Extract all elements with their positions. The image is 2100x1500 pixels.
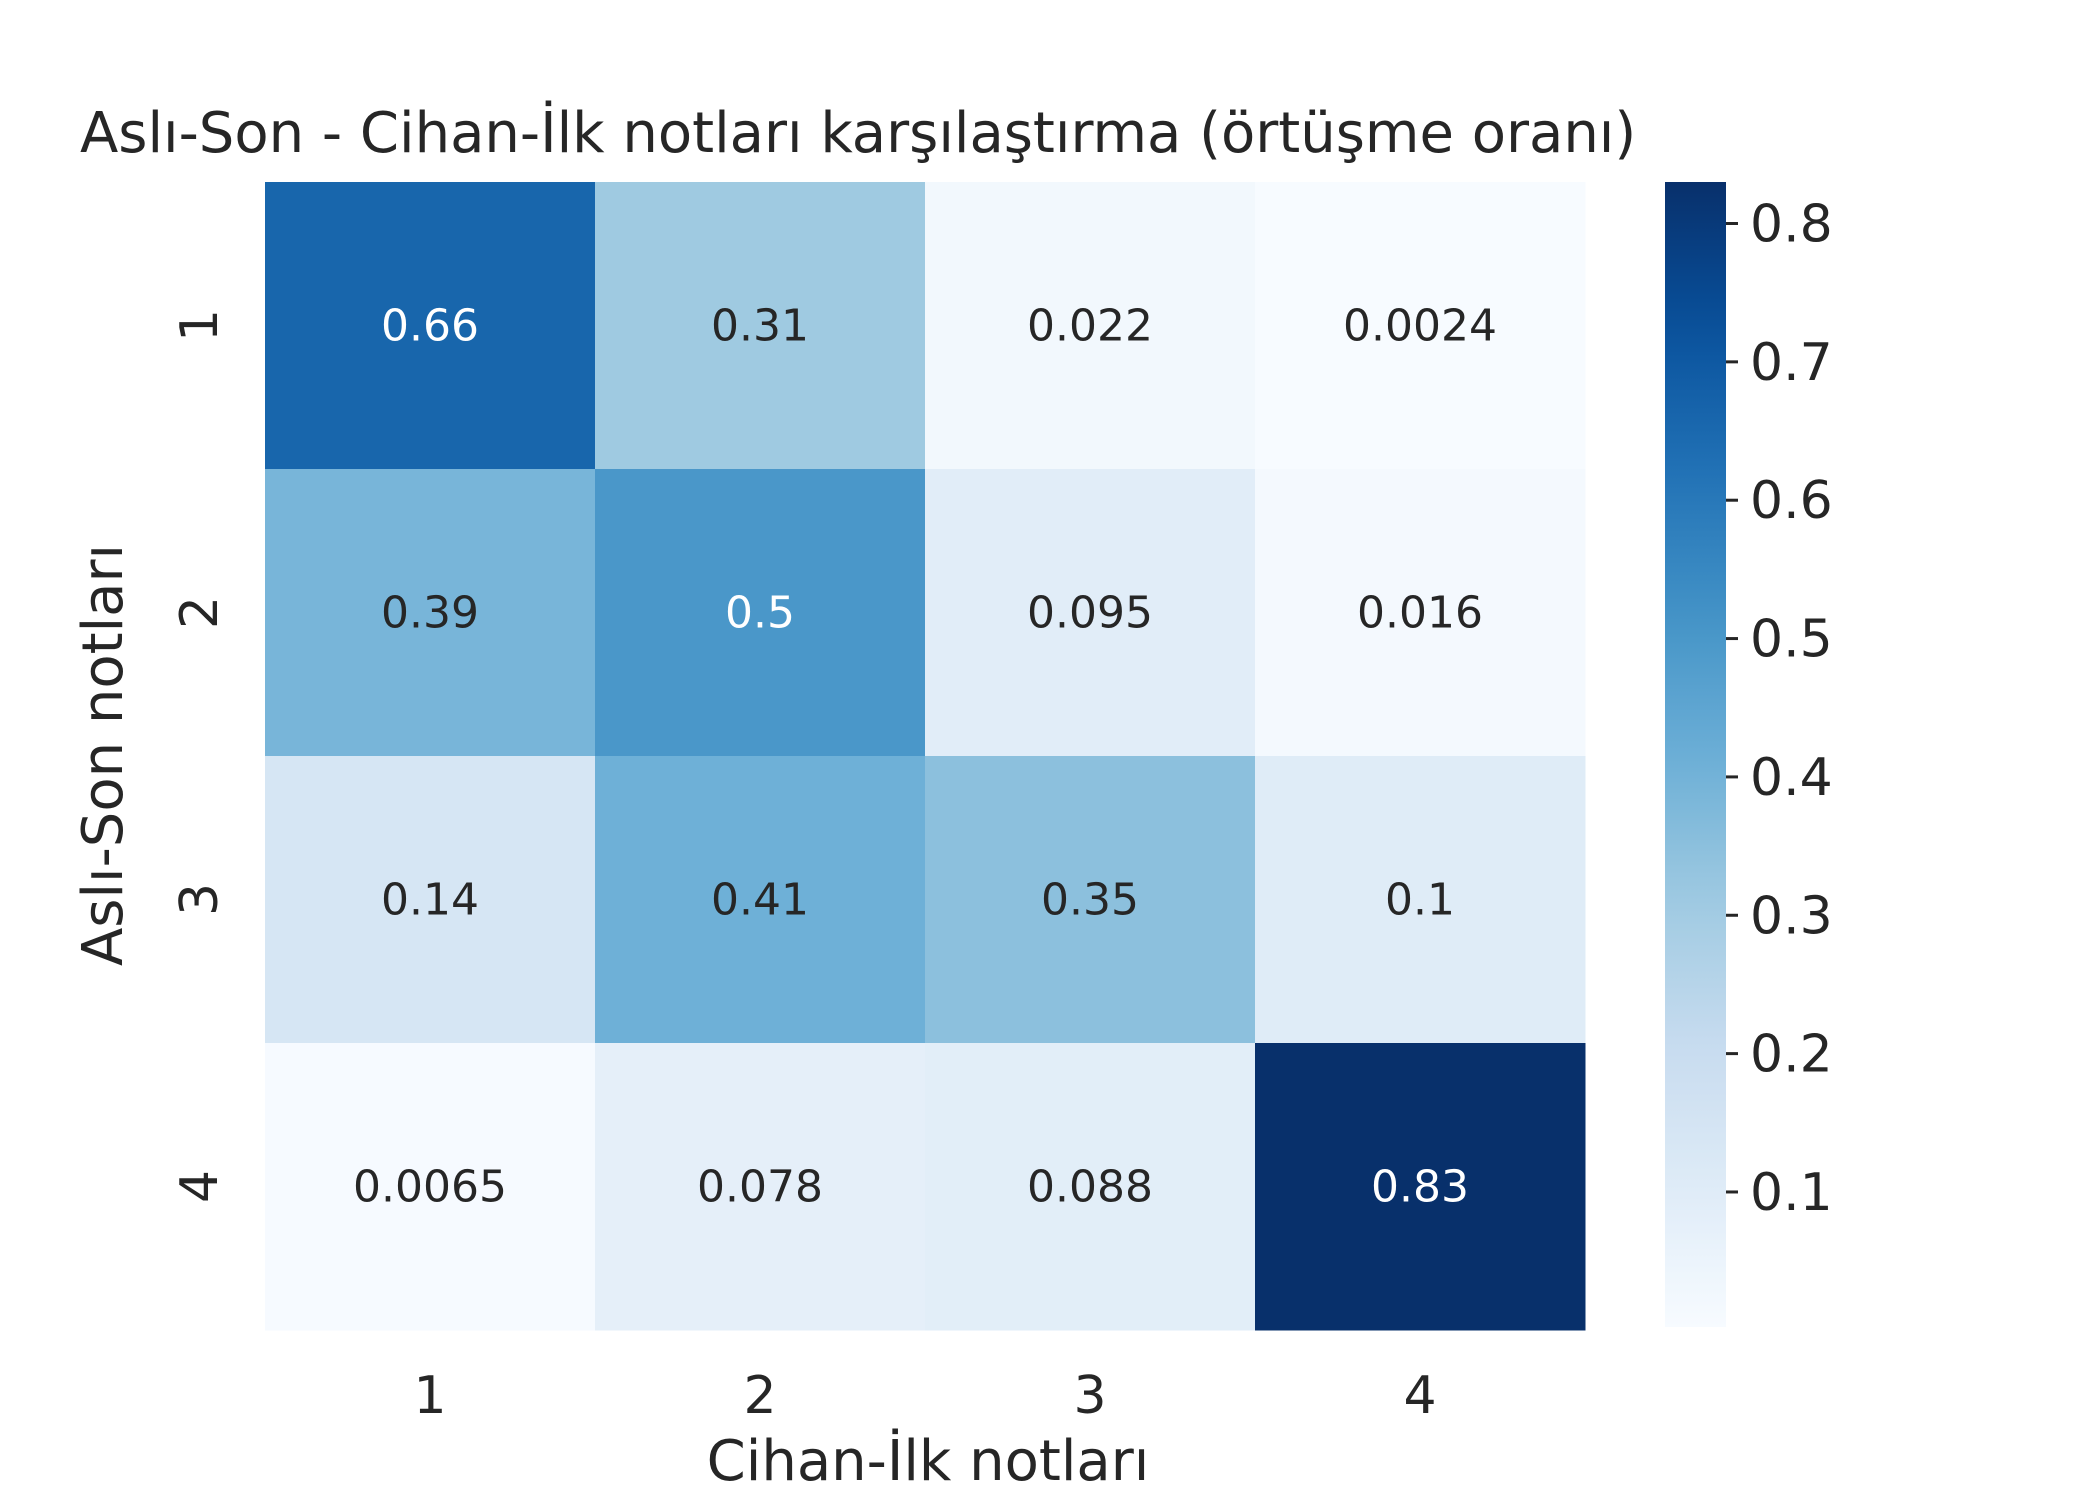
heatmap-cells: 0.66 0.31 0.022 0.0024 0.39 0.5 0.095 0.016 0.14… <box>265 182 1586 1331</box>
y-tick-label: 1 <box>170 309 230 342</box>
x-axis-ticks: 1 2 3 4 <box>413 1366 1436 1426</box>
heatmap-cell <box>595 182 926 470</box>
cell-value-label: 0.095 <box>1027 588 1153 639</box>
heatmap-cell <box>1255 182 1586 470</box>
heatmap-cell <box>925 756 1256 1044</box>
heatmap-cell <box>1255 469 1586 757</box>
colorbar-tick-label: 0.6 <box>1750 471 1833 531</box>
cell-value-label: 0.078 <box>697 1162 823 1213</box>
chart-title: Aslı-Son - Cihan-İlk notları karşılaştır… <box>80 101 1636 166</box>
x-tick-label: 3 <box>1073 1366 1106 1426</box>
colorbar-tick-label: 0.2 <box>1750 1025 1833 1085</box>
heatmap-cell <box>265 182 596 470</box>
heatmap-cell <box>595 756 926 1044</box>
heatmap-cell <box>925 469 1256 757</box>
heatmap-cell <box>595 1043 926 1331</box>
x-axis-label: Cihan-İlk notları <box>707 1429 1150 1494</box>
y-tick-label: 3 <box>170 883 230 916</box>
cell-value-label: 0.39 <box>381 588 479 639</box>
heatmap-cell <box>925 1043 1256 1331</box>
cell-value-label: 0.83 <box>1371 1162 1469 1213</box>
colorbar-tick-label: 0.8 <box>1750 195 1833 255</box>
cell-value-label: 0.41 <box>711 875 809 926</box>
colorbar-tick-label: 0.3 <box>1750 886 1833 946</box>
heatmap-cell <box>925 182 1256 470</box>
colorbar: 0.1 0.2 0.3 0.4 0.5 0.6 0.7 0.8 <box>1665 182 1833 1327</box>
cell-value-label: 0.0065 <box>353 1162 507 1213</box>
x-tick-label: 2 <box>743 1366 776 1426</box>
cell-value-label: 0.35 <box>1041 875 1139 926</box>
cell-value-label: 0.0024 <box>1343 301 1497 352</box>
heatmap-cell <box>265 469 596 757</box>
y-axis-label: Aslı-Son notları <box>71 544 136 966</box>
heatmap-cell <box>265 756 596 1044</box>
cell-value-label: 0.14 <box>381 875 479 926</box>
cell-value-label: 0.1 <box>1385 875 1455 926</box>
x-tick-label: 1 <box>413 1366 446 1426</box>
colorbar-tick-label: 0.7 <box>1750 333 1833 393</box>
cell-value-label: 0.016 <box>1357 588 1483 639</box>
colorbar-tick-label: 0.5 <box>1750 610 1833 670</box>
x-tick-label: 4 <box>1403 1366 1436 1426</box>
heatmap-cell <box>595 469 926 757</box>
cell-value-label: 0.66 <box>381 301 479 352</box>
colorbar-gradient <box>1665 182 1726 1327</box>
cell-value-label: 0.022 <box>1027 301 1153 352</box>
colorbar-tick-label: 0.4 <box>1750 748 1833 808</box>
y-tick-label: 2 <box>170 596 230 629</box>
heatmap-cell <box>1255 1043 1586 1331</box>
heatmap-cell <box>1255 756 1586 1044</box>
heatmap-cell <box>265 1043 596 1331</box>
y-tick-label: 4 <box>170 1170 230 1203</box>
cell-value-label: 0.31 <box>711 301 809 352</box>
cell-value-label: 0.088 <box>1027 1162 1153 1213</box>
colorbar-tick-label: 0.1 <box>1750 1163 1833 1223</box>
cell-value-label: 0.5 <box>725 588 795 639</box>
y-axis-ticks: 1 2 3 4 <box>170 309 230 1203</box>
